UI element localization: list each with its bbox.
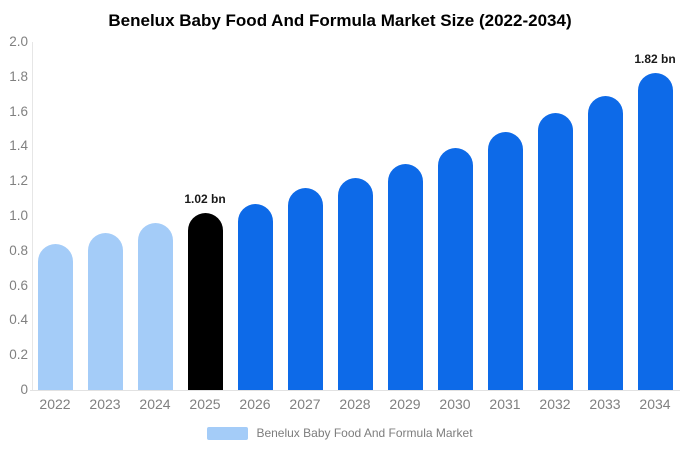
bar-2031 bbox=[487, 132, 523, 390]
x-tick-label-2028: 2028 bbox=[339, 396, 371, 412]
x-tick-label-2034: 2034 bbox=[639, 396, 671, 412]
x-tick-label-2022: 2022 bbox=[39, 396, 71, 412]
x-tick-label-2033: 2033 bbox=[589, 396, 621, 412]
bar-2032 bbox=[537, 113, 573, 390]
bar-2024 bbox=[137, 222, 173, 390]
x-tick-label-2026: 2026 bbox=[239, 396, 271, 412]
y-tick-label: 1.6 bbox=[9, 103, 28, 119]
bar-2026 bbox=[237, 203, 273, 390]
bar-2029 bbox=[387, 163, 423, 390]
x-axis-line bbox=[30, 390, 680, 391]
y-tick-label: 0.8 bbox=[9, 242, 28, 258]
legend-label: Benelux Baby Food And Formula Market bbox=[256, 426, 473, 440]
x-tick-label-2032: 2032 bbox=[539, 396, 571, 412]
bar-2027 bbox=[287, 188, 323, 390]
x-tick-label-2027: 2027 bbox=[289, 396, 321, 412]
y-tick-label: 0.6 bbox=[9, 277, 28, 293]
x-tick-label-2023: 2023 bbox=[89, 396, 121, 412]
x-tick-label-2030: 2030 bbox=[439, 396, 471, 412]
x-tick-label-2029: 2029 bbox=[389, 396, 421, 412]
y-tick-label: 1.2 bbox=[9, 173, 28, 189]
y-tick-label: 0.2 bbox=[9, 347, 28, 363]
bar-value-label-2025: 1.02 bn bbox=[184, 191, 226, 206]
bar-2033 bbox=[587, 95, 623, 390]
x-tick-label-2031: 2031 bbox=[489, 396, 521, 412]
x-tick-label-2024: 2024 bbox=[139, 396, 171, 412]
y-tick-label: 1.0 bbox=[9, 208, 28, 223]
x-tick-label-2025: 2025 bbox=[189, 396, 221, 412]
bar-2030 bbox=[437, 148, 473, 390]
legend: Benelux Baby Food And Formula Market bbox=[0, 426, 680, 440]
y-tick-label: 0 bbox=[20, 382, 28, 397]
y-axis-line bbox=[32, 42, 33, 391]
bar-value-label-2034: 1.82 bn bbox=[634, 52, 676, 67]
bar-2022 bbox=[37, 243, 73, 390]
y-tick-label: 1.4 bbox=[9, 138, 28, 154]
y-tick-label: 2.0 bbox=[9, 34, 28, 49]
bar-2023 bbox=[87, 233, 123, 390]
bar-2028 bbox=[337, 177, 373, 390]
bar-2025 bbox=[187, 212, 223, 390]
legend-swatch bbox=[207, 426, 249, 440]
y-tick-label: 1.8 bbox=[9, 68, 28, 84]
bar-2034 bbox=[637, 73, 673, 390]
y-tick-label: 0.4 bbox=[9, 312, 28, 328]
chart-title: Benelux Baby Food And Formula Market Siz… bbox=[108, 11, 572, 30]
